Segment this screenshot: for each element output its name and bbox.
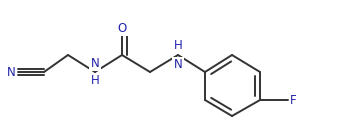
Text: N: N bbox=[7, 65, 16, 79]
Text: H: H bbox=[91, 74, 99, 87]
Text: O: O bbox=[117, 22, 127, 34]
Text: H: H bbox=[174, 39, 183, 52]
Text: N: N bbox=[174, 58, 183, 71]
Text: N: N bbox=[91, 57, 99, 70]
Text: F: F bbox=[290, 93, 297, 107]
